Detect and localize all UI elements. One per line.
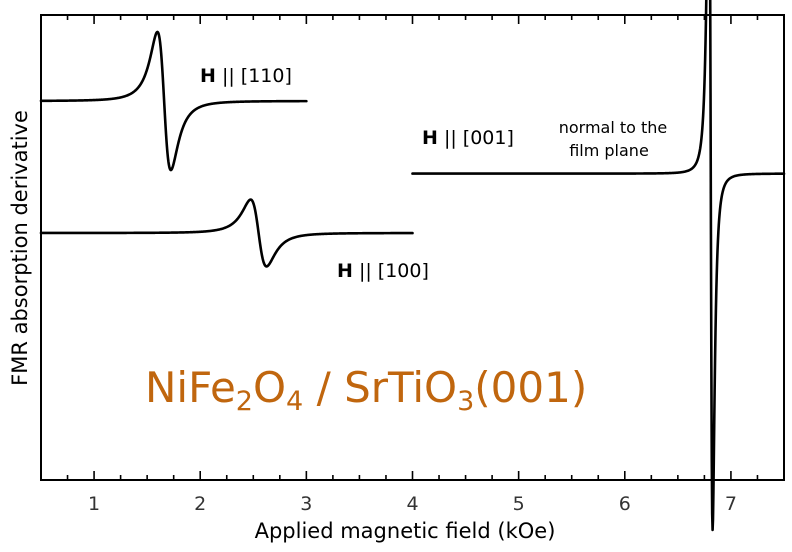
x-tick-label: 6 — [619, 493, 631, 515]
x-tick-label: 7 — [725, 493, 737, 515]
x-tick-label: 1 — [88, 493, 100, 515]
series-line-h100 — [39, 198, 414, 268]
series-line-h001 — [411, 0, 786, 532]
series-line-h110 — [39, 30, 308, 172]
sample-title: NiFe2O4 / SrTiO3(001) — [145, 363, 587, 417]
x-tick-label: 2 — [194, 493, 206, 515]
series-curves — [39, 0, 786, 532]
annotation-h100: H || [100] — [337, 260, 429, 282]
annotation-h110: H || [110] — [200, 65, 292, 87]
x-tick-label: 4 — [406, 493, 418, 515]
x-tick-labels: 1 2 3 4 5 6 7 — [88, 493, 737, 515]
x-axis-title: Applied magnetic field (kOe) — [255, 519, 556, 543]
annotation-h001: H || [001] — [422, 127, 514, 149]
annotation-normal-line2: film plane — [569, 141, 649, 160]
x-tick-label: 3 — [300, 493, 312, 515]
annotation-normal-line1: normal to the — [559, 118, 668, 137]
y-axis-title: FMR absorption derivative — [8, 110, 32, 386]
x-tick-label: 5 — [513, 493, 525, 515]
axis-ticks — [40, 15, 785, 480]
